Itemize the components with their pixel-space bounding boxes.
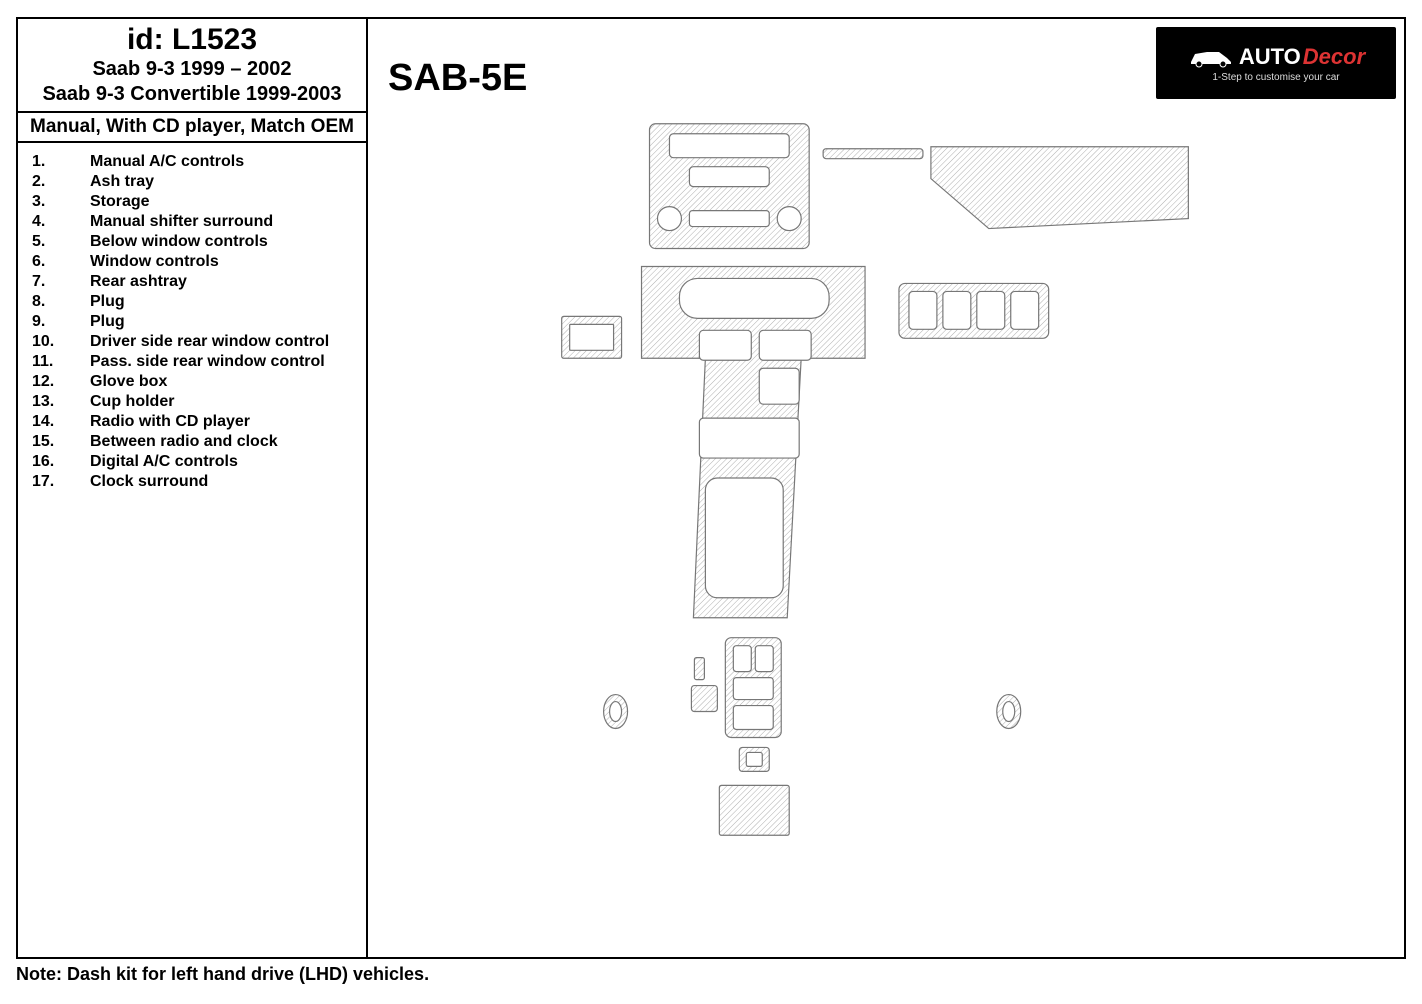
part-row: 17.Clock surround bbox=[32, 473, 352, 491]
piece-ashtray-bottom bbox=[719, 785, 789, 835]
part-number: 8. bbox=[32, 293, 90, 311]
part-label: Manual shifter surround bbox=[90, 213, 352, 231]
product-id: id: L1523 bbox=[26, 23, 358, 57]
part-number: 2. bbox=[32, 173, 90, 191]
part-number: 13. bbox=[32, 393, 90, 411]
part-row: 5.Below window controls bbox=[32, 233, 352, 251]
part-label: Radio with CD player bbox=[90, 413, 352, 431]
part-number: 3. bbox=[32, 193, 90, 211]
part-label: Rear ashtray bbox=[90, 273, 352, 291]
main-frame: id: L1523 Saab 9-3 1999 – 2002 Saab 9-3 … bbox=[16, 17, 1406, 959]
part-number: 14. bbox=[32, 413, 90, 431]
part-number: 4. bbox=[32, 213, 90, 231]
part-label: Ash tray bbox=[90, 173, 352, 191]
part-row: 11.Pass. side rear window control bbox=[32, 353, 352, 371]
right-panel: SAB-5E AUTO Decor 1-Step to customise yo… bbox=[370, 19, 1404, 957]
part-number: 6. bbox=[32, 253, 90, 271]
piece-tiny-strip bbox=[694, 658, 704, 680]
part-row: 2.Ash tray bbox=[32, 173, 352, 191]
part-number: 9. bbox=[32, 313, 90, 331]
part-row: 6.Window controls bbox=[32, 253, 352, 271]
part-label: Window controls bbox=[90, 253, 352, 271]
part-row: 4.Manual shifter surround bbox=[32, 213, 352, 231]
part-label: Clock surround bbox=[90, 473, 352, 491]
part-number: 7. bbox=[32, 273, 90, 291]
part-number: 15. bbox=[32, 433, 90, 451]
part-row: 16.Digital A/C controls bbox=[32, 453, 352, 471]
header-block: id: L1523 Saab 9-3 1999 – 2002 Saab 9-3 … bbox=[18, 19, 366, 113]
part-row: 12.Glove box bbox=[32, 373, 352, 391]
part-label: Below window controls bbox=[90, 233, 352, 251]
left-panel: id: L1523 Saab 9-3 1999 – 2002 Saab 9-3 … bbox=[18, 19, 368, 957]
part-row: 3.Storage bbox=[32, 193, 352, 211]
part-label: Manual A/C controls bbox=[90, 153, 352, 171]
config-line: Manual, With CD player, Match OEM bbox=[18, 113, 366, 143]
part-label: Plug bbox=[90, 293, 352, 311]
part-row: 1.Manual A/C controls bbox=[32, 153, 352, 171]
piece-plug-left bbox=[604, 695, 628, 729]
piece-small-sq-1 bbox=[691, 686, 717, 712]
part-label: Storage bbox=[90, 193, 352, 211]
part-number: 17. bbox=[32, 473, 90, 491]
part-label: Glove box bbox=[90, 373, 352, 391]
piece-plug-right bbox=[997, 695, 1021, 729]
part-label: Between radio and clock bbox=[90, 433, 352, 451]
parts-list: 1.Manual A/C controls2.Ash tray3.Storage… bbox=[18, 143, 366, 503]
part-label: Cup holder bbox=[90, 393, 352, 411]
part-label: Digital A/C controls bbox=[90, 453, 352, 471]
part-number: 11. bbox=[32, 353, 90, 371]
dash-kit-diagram bbox=[370, 19, 1404, 957]
part-label: Driver side rear window control bbox=[90, 333, 352, 351]
part-number: 10. bbox=[32, 333, 90, 351]
model-line-1: Saab 9-3 1999 – 2002 bbox=[26, 57, 358, 82]
piece-between-strip bbox=[823, 149, 923, 159]
piece-small-sq-2 bbox=[739, 747, 769, 771]
part-number: 12. bbox=[32, 373, 90, 391]
part-number: 16. bbox=[32, 453, 90, 471]
part-number: 1. bbox=[32, 153, 90, 171]
footnote: Note: Dash kit for left hand drive (LHD)… bbox=[16, 964, 429, 985]
part-row: 7.Rear ashtray bbox=[32, 273, 352, 291]
model-line-2: Saab 9-3 Convertible 1999-2003 bbox=[26, 82, 358, 107]
part-row: 13.Cup holder bbox=[32, 393, 352, 411]
part-row: 10.Driver side rear window control bbox=[32, 333, 352, 351]
piece-center-console bbox=[642, 266, 866, 617]
piece-small-rect-left bbox=[562, 316, 622, 358]
part-row: 9.Plug bbox=[32, 313, 352, 331]
part-label: Pass. side rear window control bbox=[90, 353, 352, 371]
part-row: 15.Between radio and clock bbox=[32, 433, 352, 451]
piece-glovebox bbox=[931, 147, 1188, 229]
part-label: Plug bbox=[90, 313, 352, 331]
part-number: 5. bbox=[32, 233, 90, 251]
part-row: 14.Radio with CD player bbox=[32, 413, 352, 431]
part-row: 8.Plug bbox=[32, 293, 352, 311]
